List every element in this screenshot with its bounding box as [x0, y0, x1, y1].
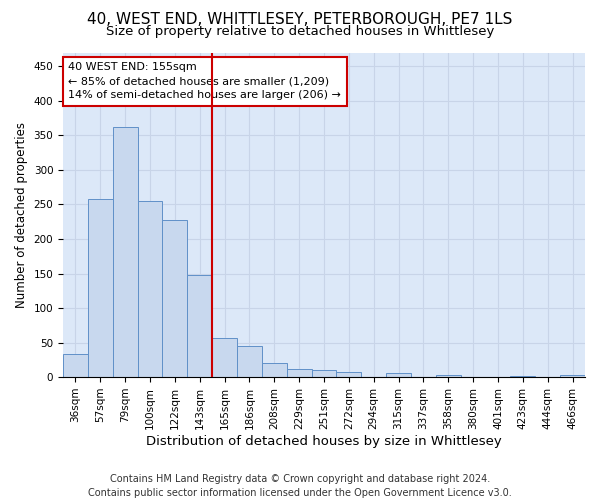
Bar: [511, 376, 535, 377]
Bar: [187, 275, 212, 377]
Bar: [436, 375, 461, 377]
Bar: [237, 346, 262, 377]
Bar: [560, 375, 585, 377]
Bar: [262, 364, 287, 377]
Bar: [311, 370, 337, 377]
Text: 40, WEST END, WHITTLESEY, PETERBOROUGH, PE7 1LS: 40, WEST END, WHITTLESEY, PETERBOROUGH, …: [88, 12, 512, 28]
Bar: [63, 354, 88, 377]
Bar: [88, 199, 113, 377]
Text: 40 WEST END: 155sqm
← 85% of detached houses are smaller (1,209)
14% of semi-det: 40 WEST END: 155sqm ← 85% of detached ho…: [68, 62, 341, 100]
Bar: [137, 201, 163, 377]
Bar: [113, 127, 137, 377]
Text: Contains HM Land Registry data © Crown copyright and database right 2024.
Contai: Contains HM Land Registry data © Crown c…: [88, 474, 512, 498]
X-axis label: Distribution of detached houses by size in Whittlesey: Distribution of detached houses by size …: [146, 434, 502, 448]
Bar: [287, 369, 311, 377]
Bar: [386, 373, 411, 377]
Bar: [337, 372, 361, 377]
Bar: [163, 220, 187, 377]
Text: Size of property relative to detached houses in Whittlesey: Size of property relative to detached ho…: [106, 25, 494, 38]
Y-axis label: Number of detached properties: Number of detached properties: [15, 122, 28, 308]
Bar: [212, 338, 237, 377]
